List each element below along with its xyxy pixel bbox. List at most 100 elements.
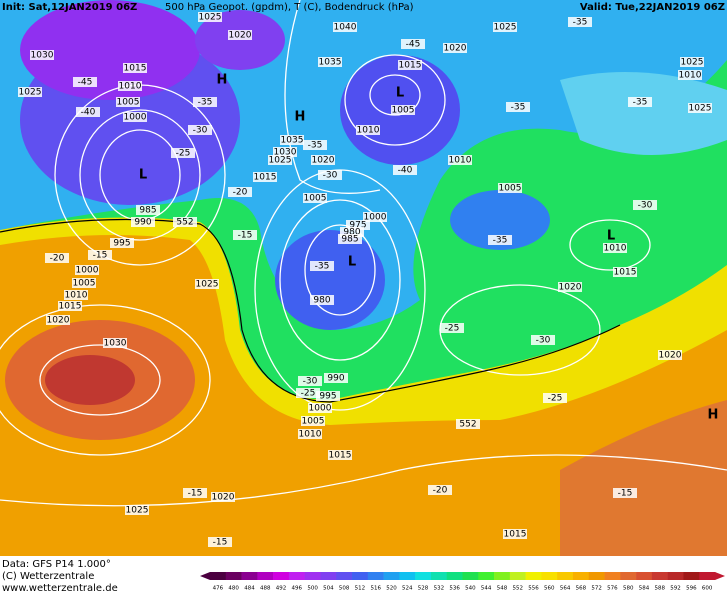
colorbar-label: 584 bbox=[639, 586, 650, 592]
colorbar-label: 532 bbox=[434, 586, 445, 592]
isobar-label: 1020 bbox=[47, 316, 70, 326]
colorbar-swatch bbox=[415, 572, 432, 580]
isobar-label: 1025 bbox=[199, 13, 222, 23]
isobar-label: -20 bbox=[433, 486, 448, 496]
isobar-label: 1020 bbox=[559, 283, 582, 293]
isobar-label: 1015 bbox=[254, 173, 277, 183]
isobar-label: 552 bbox=[459, 420, 476, 430]
colorbar-swatch bbox=[494, 572, 511, 580]
label-box bbox=[298, 429, 322, 439]
colorbar-label: 496 bbox=[292, 586, 303, 592]
label-box bbox=[58, 301, 82, 311]
label-box bbox=[110, 238, 134, 248]
isobar-label: 1015 bbox=[59, 302, 82, 312]
isobar-label: -30 bbox=[638, 201, 653, 211]
label-box bbox=[318, 170, 342, 180]
label-box bbox=[324, 373, 348, 383]
isobar-label: 1015 bbox=[399, 61, 422, 71]
colorbar-label: 592 bbox=[670, 586, 681, 592]
cold-core bbox=[20, 0, 200, 100]
isobar-label: 1025 bbox=[196, 280, 219, 290]
colorbar-swatch bbox=[525, 572, 542, 580]
label-box bbox=[46, 315, 70, 325]
colorbar-swatch bbox=[572, 572, 590, 580]
label-box bbox=[488, 235, 512, 245]
url: www.wetterzentrale.de bbox=[2, 583, 118, 593]
label-box bbox=[30, 50, 54, 60]
isobar-label: -15 bbox=[213, 538, 228, 548]
label-box bbox=[193, 97, 217, 107]
colorbar-label: 552 bbox=[512, 586, 523, 592]
isobar-label: 1025 bbox=[19, 88, 42, 98]
label-box bbox=[136, 205, 160, 215]
colorbar-swatch bbox=[257, 572, 274, 580]
label-box bbox=[268, 155, 292, 165]
colorbar-swatch bbox=[273, 572, 290, 580]
colorbar-swatch bbox=[541, 572, 558, 580]
isobar-label: 980 bbox=[343, 228, 360, 238]
label-box bbox=[310, 261, 334, 271]
label-box bbox=[428, 485, 452, 495]
label-box bbox=[171, 148, 195, 158]
isobar-label: 1000 bbox=[364, 213, 387, 223]
isobar-label: 1030 bbox=[104, 339, 127, 349]
label-box bbox=[628, 97, 652, 107]
label-box bbox=[633, 200, 657, 210]
label-box bbox=[340, 227, 364, 237]
colorbar-label: 480 bbox=[228, 586, 239, 592]
data-source: Data: GFS P14 1.000° bbox=[2, 559, 111, 570]
label-box bbox=[75, 265, 99, 275]
label-box bbox=[603, 243, 627, 253]
label-box bbox=[338, 234, 362, 244]
isobar-label: 1030 bbox=[274, 148, 297, 158]
colorbar-label: 508 bbox=[339, 586, 350, 592]
colorbar-swatch bbox=[557, 572, 574, 580]
isobar-label: 1005 bbox=[499, 184, 522, 194]
pressure-center: L bbox=[139, 168, 147, 183]
isobar-label: 1020 bbox=[444, 44, 467, 54]
label-box bbox=[72, 278, 96, 288]
isobar-label: 1010 bbox=[449, 156, 472, 166]
label-box bbox=[456, 419, 480, 429]
isobar-label: -30 bbox=[303, 377, 318, 387]
pressure-center: L bbox=[607, 229, 615, 244]
colorbar-swatch bbox=[430, 572, 448, 580]
cold-core bbox=[275, 230, 385, 330]
isobar-label: 1025 bbox=[689, 104, 712, 114]
pressure-center: H bbox=[708, 408, 719, 423]
colorbar-label: 500 bbox=[307, 586, 318, 592]
label-box bbox=[123, 63, 147, 73]
label-box bbox=[183, 488, 207, 498]
colorbar-label: 600 bbox=[702, 586, 713, 592]
isobar-label: -35 bbox=[573, 18, 588, 28]
isobar-label: 1005 bbox=[302, 417, 325, 427]
isobar-label: 1015 bbox=[504, 530, 527, 540]
warm-core bbox=[45, 355, 135, 405]
colorbar-swatch bbox=[636, 572, 653, 580]
label-box bbox=[173, 217, 197, 227]
label-box bbox=[558, 282, 582, 292]
label-box bbox=[328, 450, 352, 460]
colorbar-swatch bbox=[509, 572, 526, 580]
isobar-label: 1040 bbox=[334, 23, 357, 33]
isobar-label: 1010 bbox=[65, 291, 88, 301]
label-box bbox=[228, 187, 252, 197]
label-box bbox=[308, 403, 332, 413]
colorbar-swatch bbox=[367, 572, 384, 580]
colorbar-swatch bbox=[210, 572, 227, 580]
label-box bbox=[346, 220, 370, 230]
isobar-label: -20 bbox=[50, 254, 65, 264]
isobar-label: -35 bbox=[198, 98, 213, 108]
isobar-label: -35 bbox=[315, 262, 330, 272]
isobar-label: 1010 bbox=[299, 430, 322, 440]
colorbar-swatch bbox=[446, 572, 463, 580]
isobar-label: -25 bbox=[445, 324, 460, 334]
label-box bbox=[45, 253, 69, 263]
isobar-label: 1020 bbox=[229, 31, 252, 41]
label-box bbox=[125, 505, 149, 515]
label-box bbox=[88, 250, 112, 260]
isobar-label: -25 bbox=[548, 394, 563, 404]
isobar-label: 1005 bbox=[304, 194, 327, 204]
isobar-label: 1005 bbox=[117, 98, 140, 108]
